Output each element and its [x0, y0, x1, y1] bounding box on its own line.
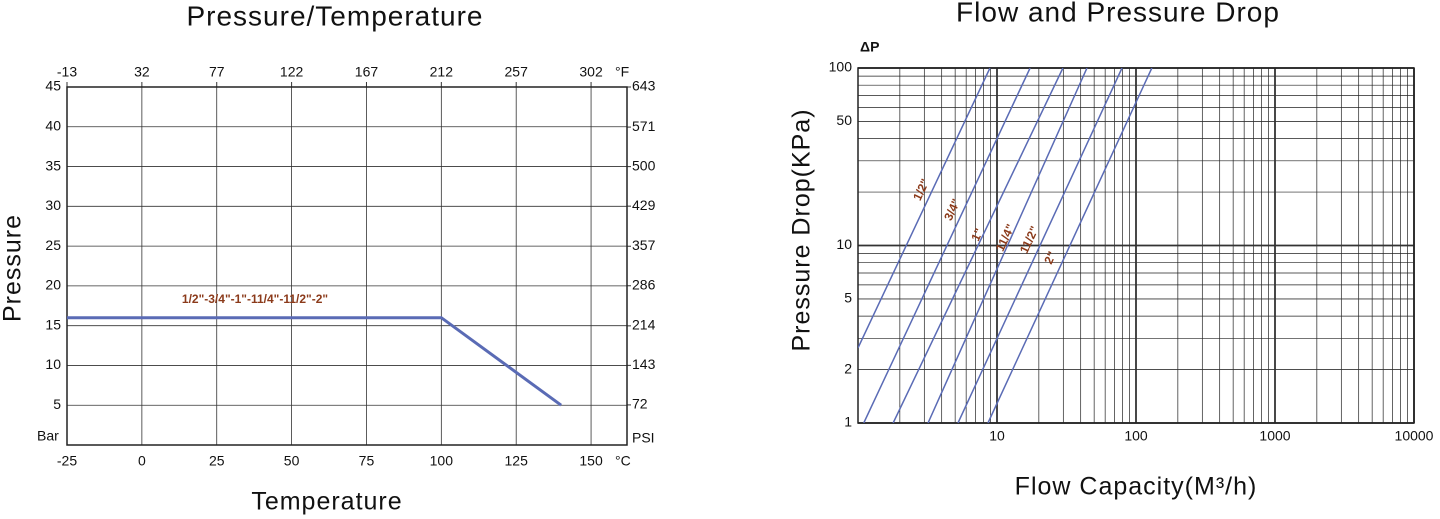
x2-tick-label: 122	[280, 64, 304, 80]
y2-tick-label: 143	[632, 356, 656, 372]
y2-tick-label: 286	[632, 276, 656, 292]
x-tick-label: 0	[138, 453, 146, 469]
y-tick-label: 5	[53, 396, 61, 412]
y-tick-label: 20	[45, 277, 61, 293]
x-tick-label: 10	[989, 428, 1005, 444]
chart: Flow and Pressure Drop Flow Capacity(M³/h…	[788, 0, 1434, 501]
series-line	[858, 68, 991, 349]
y-tick-label: 5	[844, 290, 852, 306]
y-tick-label: 45	[45, 78, 61, 94]
x2-tick-label: -13	[57, 64, 77, 80]
series-label: 1/2"-3/4"-1"-11/4"-11/2"-2"	[182, 292, 328, 306]
y-tick-label: 25	[45, 237, 61, 253]
x-tick-label: 1000	[1259, 428, 1290, 444]
x-tick-label: 100	[1124, 428, 1148, 444]
x2-unit: °F	[615, 64, 629, 80]
x2-tick-label: 302	[579, 64, 603, 80]
x-tick-label: -25	[57, 453, 77, 469]
x2-tick-label: 257	[505, 64, 529, 80]
x2-tick-label: 212	[430, 64, 454, 80]
x-axis-label: Temperature	[251, 488, 402, 516]
plot-frame	[66, 86, 628, 446]
x-tick-label: 75	[359, 453, 375, 469]
chart-title: Flow and Pressure Drop	[956, 0, 1280, 27]
y-axis-label: Pressure	[0, 214, 27, 322]
y-tick-label: 15	[45, 316, 61, 332]
chart-title: Pressure/Temperature	[186, 0, 483, 31]
y2-tick-label: 643	[632, 78, 656, 94]
y-axis-label: Pressure Drop(KPa)	[788, 108, 816, 351]
y2-tick-label: 500	[632, 157, 656, 173]
x-tick-label: 100	[430, 453, 454, 469]
x2-tick-label: 167	[355, 64, 379, 80]
x-tick-label: 125	[505, 453, 529, 469]
y-tick-label: 10	[45, 356, 61, 372]
y2-unit: PSI	[632, 430, 655, 446]
y-tick-label: 10	[836, 236, 852, 252]
chart: Pressure/Temperature Temperature Pressure -…	[0, 0, 656, 515]
series-line	[957, 68, 1123, 423]
x-tick-label: 25	[209, 453, 225, 469]
y-tick-label: 50	[836, 112, 852, 128]
y-unit: ΔP	[860, 39, 879, 55]
y-tick-label: 40	[45, 117, 61, 133]
x-unit: °C	[615, 453, 631, 469]
x2-tick-label: 32	[134, 64, 150, 80]
series-line	[892, 68, 1064, 423]
series-label: 1"	[968, 226, 986, 243]
y2-tick-label: 429	[632, 197, 656, 213]
x-tick-label: 50	[284, 453, 300, 469]
y-tick-label: 100	[829, 59, 853, 75]
x2-tick-label: 77	[209, 64, 225, 80]
x-tick-label: 10000	[1395, 428, 1434, 444]
y2-tick-label: 571	[632, 118, 656, 134]
y-tick-label: 30	[45, 197, 61, 213]
series-line	[863, 68, 1031, 423]
series-line	[927, 68, 1088, 423]
y-tick-label: 35	[45, 157, 61, 173]
y-tick-label: 2	[844, 360, 852, 376]
x-axis-label: Flow Capacity(M³/h)	[1015, 473, 1258, 501]
series-label: 2"	[1041, 249, 1059, 266]
series-line	[67, 316, 563, 407]
y-tick-label: 1	[844, 414, 852, 430]
x-tick-label: 150	[579, 453, 603, 469]
y2-tick-label: 214	[632, 317, 656, 333]
y2-tick-label: 72	[632, 396, 648, 412]
y2-tick-label: 357	[632, 237, 656, 253]
series-line	[987, 68, 1153, 423]
plot-frame	[857, 67, 1415, 424]
y-unit: Bar	[37, 428, 59, 444]
